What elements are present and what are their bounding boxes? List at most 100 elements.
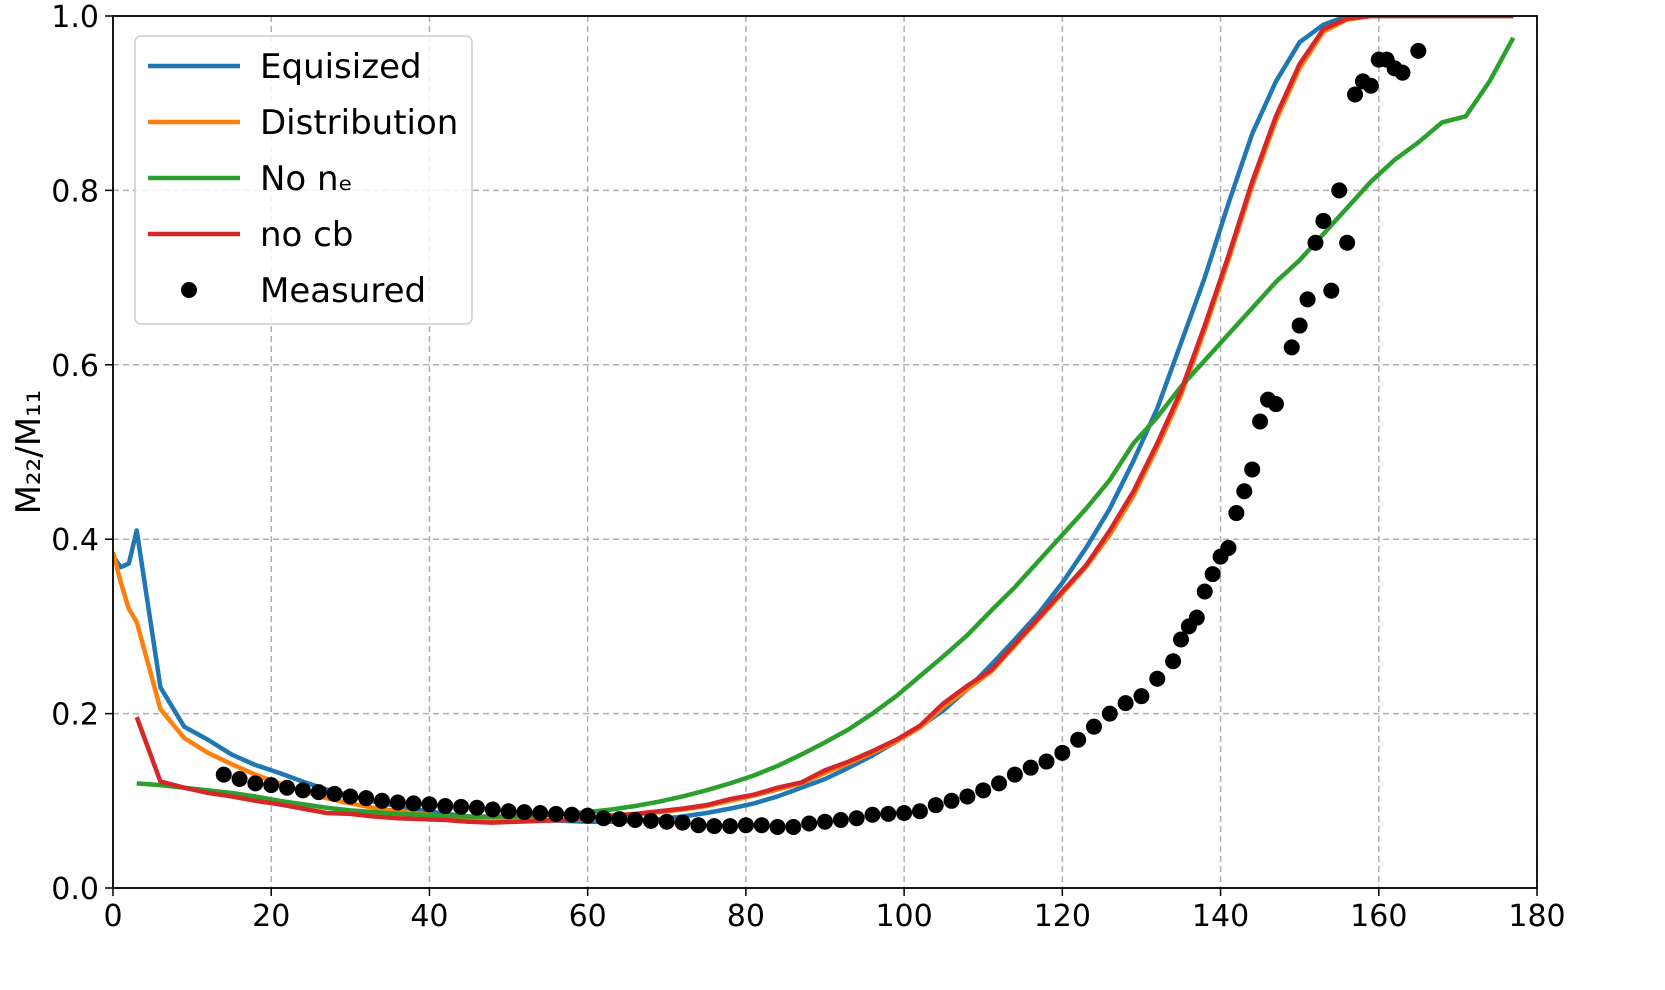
legend-label: Distribution [260,103,458,143]
data-point [1054,744,1071,761]
data-point [1204,566,1221,583]
data-point [453,798,470,815]
data-point [294,782,311,799]
plot-frame [112,15,1538,889]
data-point [326,785,343,802]
data-point [1070,731,1087,748]
data-point [1220,539,1237,556]
data-point [611,811,628,828]
data-point [1196,583,1213,600]
data-point [1006,766,1023,783]
data-point [1038,753,1055,770]
data-line [113,16,1514,824]
x-tick-label: 100 [875,899,932,934]
data-point [864,806,881,823]
data-point [1228,505,1245,522]
data-point [911,803,928,820]
data-point [1315,212,1332,229]
data-point [1291,317,1308,334]
data-point [627,811,644,828]
data-point [548,805,565,822]
data-point [1133,688,1150,705]
y-tick-label: 0.8 [51,174,99,209]
data-point [991,775,1008,792]
data-point [563,806,580,823]
data-point [943,792,960,809]
data-point [247,775,264,792]
x-tick-label: 80 [727,899,765,934]
data-point [1362,77,1379,94]
data-point [880,805,897,822]
legend-marker [181,282,197,298]
data-point [1307,234,1324,251]
data-point [1085,718,1102,735]
data-point [832,811,849,828]
data-point [405,795,422,812]
legend-label: Measured [260,271,426,311]
data-point [484,801,501,818]
data-line [134,16,1514,825]
data-point [1149,670,1166,687]
data-point [215,766,232,783]
data-point [737,817,754,834]
data-point [1101,705,1118,722]
data-point [310,784,327,801]
data-point [848,810,865,827]
data-point [389,794,406,811]
x-tick-label: 60 [569,899,607,934]
data-point [690,817,707,834]
legend-label: Equisized [260,47,422,87]
data-point [342,788,359,805]
x-tick-label: 120 [1034,899,1091,934]
data-point [801,815,818,832]
data-point [1347,86,1364,103]
data-point [263,777,280,794]
x-tick-label: 0 [103,899,122,934]
data-point [437,798,454,815]
data-point [358,790,375,807]
y-tick-label: 0.2 [51,698,99,733]
data-point [1410,42,1427,59]
data-point [817,813,833,830]
x-tick-label: 180 [1508,899,1565,934]
data-point [1117,695,1134,712]
data-point [896,805,913,822]
data-line [136,36,1516,819]
y-tick-label: 0.4 [51,523,99,558]
data-point [959,788,976,805]
data-point [785,818,802,835]
data-point [595,810,612,827]
plot-area [113,16,1516,835]
data-point [279,779,296,796]
x-tick-label: 20 [252,899,290,934]
data-point [500,803,517,820]
data-point [1022,759,1039,776]
data-point [1165,653,1182,670]
data-point [706,818,723,835]
x-tick-label: 160 [1350,899,1407,934]
data-point [516,804,533,821]
y-tick-label: 0.0 [51,872,99,907]
data-point [421,796,438,813]
legend-label: no cb [260,215,353,255]
data-point [1339,234,1356,251]
data-point [1188,609,1205,626]
data-point [753,817,770,834]
data-point [1394,64,1411,81]
data-point [1323,282,1340,299]
data-point [1283,339,1300,356]
x-tick-label: 40 [410,899,448,934]
data-point [468,799,485,816]
data-point [1173,631,1189,648]
legend-box [134,35,473,325]
y-axis-label: M₂₂/M₁₁ [9,390,49,515]
data-point [927,797,944,814]
data-point [674,814,691,831]
data-point [1236,483,1253,500]
data-point [579,807,596,824]
x-tick-label: 140 [1192,899,1249,934]
y-tick-label: 1.0 [51,0,99,35]
data-point [722,818,739,835]
